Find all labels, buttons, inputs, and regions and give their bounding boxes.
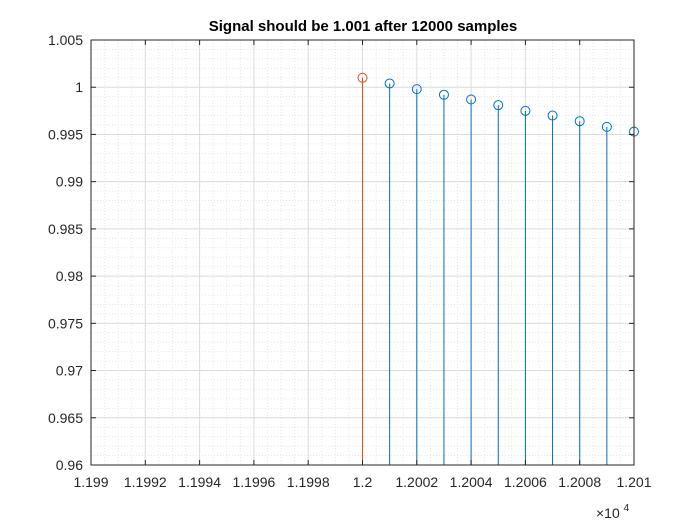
x-tick-label: 1.1996: [232, 474, 275, 490]
x-tick-label: 1.201: [616, 474, 651, 490]
stem-marker: [384, 78, 395, 89]
x-tick-label: 1.1994: [178, 474, 221, 490]
stem-marker: [574, 116, 585, 127]
y-tick-label: 0.99: [56, 174, 83, 190]
x-tick-label: 1.199: [73, 474, 108, 490]
x-exponent-base: ×10: [596, 505, 620, 521]
stem-marker: [547, 110, 558, 121]
y-tick-label: 0.965: [48, 410, 83, 426]
y-axis-ticks: 0.96 0.965 0.97 0.975 0.98 0.985 0.99 0.995 1 1.0…: [48, 32, 634, 473]
x-tick-label: 1.2: [353, 474, 373, 490]
y-tick-label: 1: [75, 79, 83, 95]
y-tick-label: 0.985: [48, 221, 83, 237]
x-axis-ticks: 1.199 1.1992 1.1994 1.1996 1.1998 1.2 1.2002 1.…: [73, 40, 652, 490]
stem-marker: [493, 100, 504, 111]
stem-series: [357, 72, 639, 465]
stem-marker: [466, 94, 477, 105]
stem-marker: [357, 72, 368, 83]
x-exponent-power: 4: [624, 503, 630, 514]
y-tick-label: 0.98: [56, 268, 83, 284]
x-exponent-label: ×10 4: [596, 503, 630, 521]
stem-marker: [411, 84, 422, 95]
y-tick-label: 0.96: [56, 457, 83, 473]
x-tick-label: 1.2004: [450, 474, 493, 490]
y-tick-label: 0.97: [56, 363, 83, 379]
y-tick-label: 0.975: [48, 315, 83, 331]
chart-title: Signal should be 1.001 after 12000 sampl…: [209, 18, 517, 35]
x-tick-label: 1.1998: [287, 474, 330, 490]
stem-marker: [438, 89, 449, 100]
x-tick-label: 1.1992: [124, 474, 167, 490]
x-tick-label: 1.2006: [504, 474, 547, 490]
x-tick-label: 1.2002: [395, 474, 438, 490]
x-tick-label: 1.2008: [558, 474, 601, 490]
y-tick-label: 1.005: [48, 32, 83, 48]
stem-marker: [601, 121, 612, 132]
stem-marker: [520, 105, 531, 116]
y-tick-label: 0.995: [48, 126, 83, 142]
